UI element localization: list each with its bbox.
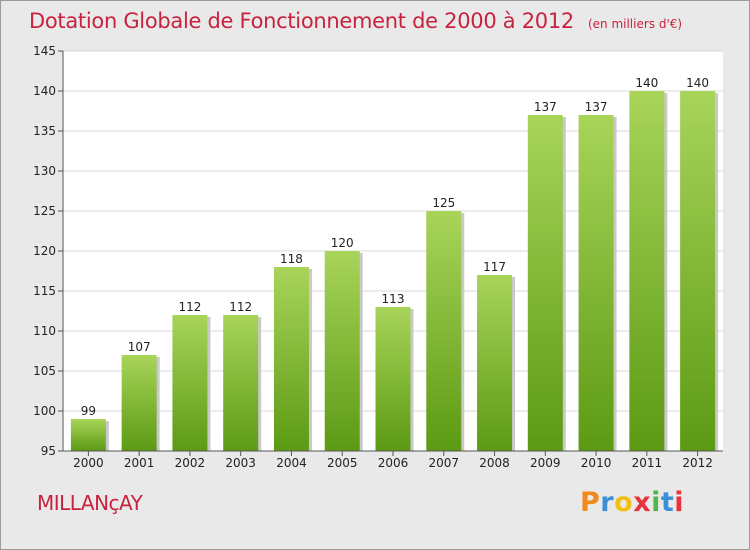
value-label: 117	[483, 260, 506, 274]
logo-letter: P	[580, 487, 601, 518]
y-tick-label: 140	[33, 84, 56, 98]
y-tick-label: 95	[41, 444, 56, 458]
bar-2012	[680, 91, 716, 451]
value-label: 107	[128, 340, 151, 354]
logo-letter: i	[674, 487, 685, 518]
chart-title-text: Dotation Globale de Fonctionnement de 20…	[29, 9, 574, 33]
y-tick-label: 125	[33, 204, 56, 218]
proxiti-logo: Proxiti	[580, 487, 684, 518]
value-label: 140	[635, 76, 658, 90]
x-tick-label: 2001	[124, 456, 155, 470]
bar-2004	[273, 267, 309, 451]
value-label: 125	[432, 196, 455, 210]
x-tick-label: 2011	[632, 456, 663, 470]
value-label: 140	[686, 76, 709, 90]
value-label: 99	[81, 404, 96, 418]
x-tick-label: 2005	[327, 456, 358, 470]
x-tick-label: 2010	[581, 456, 612, 470]
bar-2003	[223, 315, 259, 451]
value-label: 112	[229, 300, 252, 314]
x-tick-label: 2002	[175, 456, 206, 470]
y-tick-label: 120	[33, 244, 56, 258]
y-tick-label: 130	[33, 164, 56, 178]
unit-note: (en milliers d'€)	[587, 17, 683, 31]
x-tick-label: 2004	[276, 456, 307, 470]
bar-2011	[629, 91, 665, 451]
logo-letter: r	[600, 487, 615, 518]
bar-2008	[477, 275, 513, 451]
value-label: 137	[585, 100, 608, 114]
value-label: 137	[534, 100, 557, 114]
x-tick-label: 2000	[73, 456, 104, 470]
chart-title: Dotation Globale de Fonctionnement de 20…	[29, 9, 682, 33]
y-tick-label: 100	[33, 404, 56, 418]
logo-letter: o	[614, 487, 634, 518]
bar-2010	[578, 115, 614, 451]
value-label: 112	[178, 300, 201, 314]
bar-2006	[375, 307, 411, 451]
x-tick-label: 2012	[682, 456, 713, 470]
x-tick-label: 2006	[378, 456, 409, 470]
y-tick-label: 110	[33, 324, 56, 338]
logo-letter: t	[660, 487, 675, 518]
y-tick-label: 135	[33, 124, 56, 138]
commune-name: MILLANçAY	[37, 491, 143, 515]
x-tick-label: 2003	[225, 456, 256, 470]
value-label: 113	[382, 292, 405, 306]
bar-2005	[324, 251, 360, 451]
y-tick-label: 105	[33, 364, 56, 378]
y-tick-label: 145	[33, 44, 56, 58]
bar-2007	[426, 211, 462, 451]
y-tick-label: 115	[33, 284, 56, 298]
value-label: 118	[280, 252, 303, 266]
x-tick-label: 2008	[479, 456, 510, 470]
x-tick-label: 2009	[530, 456, 561, 470]
logo-letter: x	[633, 487, 652, 518]
bar-2001	[121, 355, 157, 451]
value-label: 120	[331, 236, 354, 250]
bar-2002	[172, 315, 208, 451]
bar-2000	[70, 419, 106, 451]
x-tick-label: 2007	[428, 456, 459, 470]
bar-2009	[527, 115, 563, 451]
logo-letter: i	[651, 487, 661, 518]
